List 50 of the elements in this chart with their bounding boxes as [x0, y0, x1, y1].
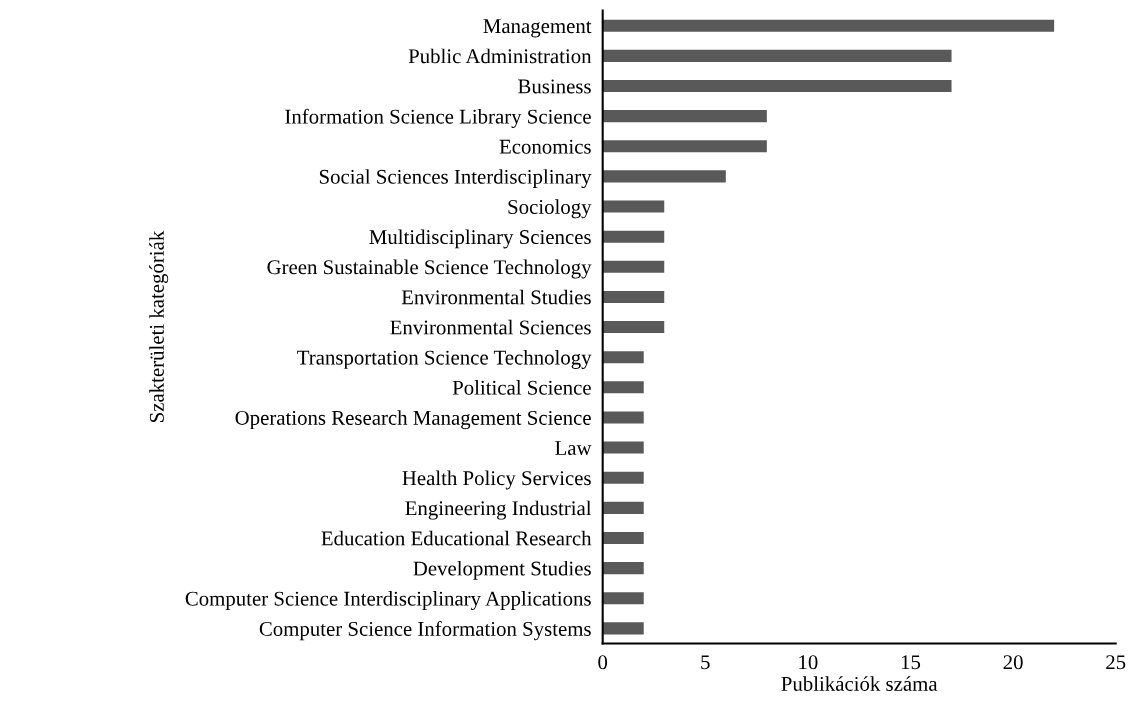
y-tick-label: Development Studies	[413, 560, 591, 580]
x-tick-label: 0	[598, 655, 608, 670]
y-tick-label: Computer Science Information Systems	[259, 621, 591, 641]
y-tick-label: Business	[518, 79, 591, 94]
x-axis-title: Publikációk száma	[781, 676, 938, 691]
bar	[602, 411, 644, 424]
bar	[602, 79, 952, 93]
bar	[602, 441, 644, 454]
bar	[602, 230, 665, 243]
x-tick-label: 20	[1003, 655, 1023, 670]
y-tick-label: Health Policy Services	[402, 470, 591, 490]
bar	[602, 592, 644, 605]
bar	[602, 290, 665, 303]
y-tick-label: Multidisciplinary Sciences	[369, 229, 591, 249]
bar	[602, 321, 665, 334]
bar	[602, 170, 726, 183]
bar	[602, 381, 644, 394]
bar	[602, 562, 644, 575]
x-tick-label: 5	[701, 655, 710, 670]
y-tick-label: Management	[483, 19, 592, 38]
y-tick-label: Law	[555, 441, 592, 456]
y-tick-label: Green Sustainable Science Technology	[267, 259, 592, 279]
y-tick-label: Political Science	[452, 380, 591, 395]
bar	[602, 19, 1055, 32]
x-tick-label: 25	[1106, 655, 1126, 670]
y-tick-label: Computer Science Interdisciplinary Applications	[185, 591, 591, 610]
y-tick-label: Environmental Studies	[401, 289, 591, 305]
bar	[602, 260, 665, 273]
bar	[602, 140, 767, 153]
bar	[602, 471, 644, 484]
y-tick-label: Public Administration	[408, 48, 592, 64]
y-tick-label: Sociology	[508, 199, 592, 219]
y-tick-label: Transportation Science Technology	[297, 349, 592, 369]
y-tick-label: Education Educational Research	[321, 530, 592, 546]
y-tick-label: Economics	[499, 139, 591, 154]
y-tick-label: Operations Research Management Science	[235, 410, 591, 430]
bar	[602, 200, 665, 213]
y-tick-label: Environmental Sciences	[390, 319, 591, 335]
bar	[602, 501, 644, 514]
y-tick-label: Social Sciences Interdisciplinary	[319, 169, 592, 189]
x-tick-label: 15	[901, 655, 921, 670]
y-tick-label: Information Science Library Science	[285, 108, 591, 128]
y-tick-label: Engineering Industrial	[405, 500, 592, 520]
bar	[602, 110, 767, 123]
bar	[602, 531, 644, 545]
bar	[602, 622, 644, 635]
y-axis-title: Szakterületi kategóriák	[149, 230, 169, 422]
bar	[602, 49, 952, 62]
x-tick-label: 10	[799, 655, 818, 670]
bar	[602, 351, 644, 364]
